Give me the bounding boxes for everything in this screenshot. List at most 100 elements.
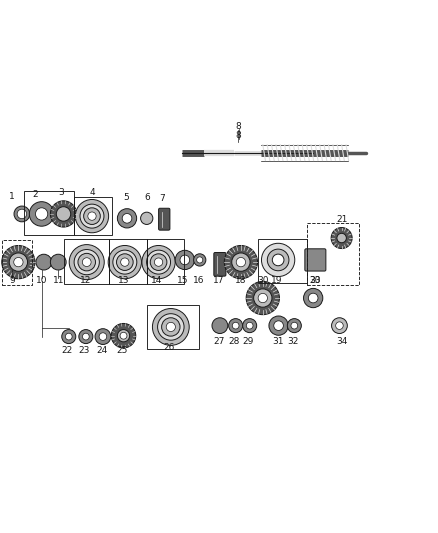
Circle shape: [56, 207, 71, 221]
Circle shape: [50, 254, 66, 270]
Circle shape: [232, 253, 250, 271]
Circle shape: [147, 250, 170, 274]
Text: 13: 13: [118, 276, 130, 285]
Circle shape: [117, 254, 133, 270]
FancyBboxPatch shape: [159, 208, 170, 230]
Text: 4: 4: [89, 189, 95, 197]
Circle shape: [108, 246, 141, 279]
Circle shape: [75, 199, 109, 233]
Circle shape: [84, 208, 100, 224]
Circle shape: [261, 243, 295, 277]
Circle shape: [50, 201, 77, 227]
Circle shape: [82, 258, 91, 266]
Circle shape: [78, 253, 95, 271]
Circle shape: [243, 319, 257, 333]
Text: 20: 20: [310, 276, 321, 285]
Circle shape: [29, 201, 54, 226]
Text: 11: 11: [53, 276, 64, 285]
Circle shape: [120, 258, 129, 266]
Text: 3: 3: [58, 189, 64, 197]
Circle shape: [62, 329, 76, 344]
Text: 1: 1: [9, 192, 15, 201]
Circle shape: [254, 289, 272, 307]
Text: 29: 29: [243, 337, 254, 346]
FancyBboxPatch shape: [305, 249, 326, 271]
Circle shape: [111, 324, 136, 348]
Circle shape: [158, 314, 184, 340]
Circle shape: [80, 204, 104, 228]
Circle shape: [120, 332, 127, 339]
Circle shape: [308, 293, 318, 303]
Text: 19: 19: [271, 276, 283, 285]
Text: 33: 33: [310, 276, 321, 285]
Circle shape: [117, 209, 137, 228]
Bar: [147, 305, 199, 349]
Text: 18: 18: [235, 276, 247, 285]
FancyBboxPatch shape: [214, 253, 226, 276]
Circle shape: [246, 281, 279, 314]
Bar: [24, 191, 74, 235]
Circle shape: [117, 329, 130, 342]
Circle shape: [236, 257, 246, 267]
Text: 28: 28: [229, 337, 240, 346]
Circle shape: [150, 254, 167, 270]
Circle shape: [99, 333, 107, 341]
Circle shape: [267, 249, 289, 271]
Text: 5: 5: [123, 193, 129, 202]
Text: 15: 15: [177, 276, 189, 285]
Text: 30: 30: [257, 276, 268, 285]
Bar: [147, 239, 184, 284]
Text: 14: 14: [151, 276, 162, 285]
Circle shape: [14, 257, 23, 267]
Text: 12: 12: [80, 276, 91, 285]
Circle shape: [162, 318, 180, 336]
Text: 26: 26: [163, 343, 175, 352]
Circle shape: [74, 249, 99, 274]
Bar: [74, 197, 112, 235]
Text: 7: 7: [159, 194, 165, 203]
Text: 27: 27: [213, 337, 224, 346]
Text: 21: 21: [337, 215, 348, 224]
Circle shape: [69, 245, 104, 280]
Bar: [64, 239, 109, 284]
Text: 9: 9: [9, 276, 15, 285]
Circle shape: [336, 322, 343, 329]
Circle shape: [337, 233, 346, 243]
Circle shape: [95, 329, 111, 344]
Text: 8: 8: [235, 122, 241, 131]
Circle shape: [122, 214, 132, 223]
Circle shape: [246, 322, 253, 329]
Circle shape: [269, 316, 288, 335]
Circle shape: [17, 209, 27, 219]
Circle shape: [232, 322, 239, 329]
Bar: [258, 239, 307, 283]
Circle shape: [175, 251, 194, 270]
Text: 25: 25: [116, 346, 127, 355]
Circle shape: [2, 246, 35, 279]
Circle shape: [113, 250, 137, 274]
Circle shape: [142, 246, 175, 279]
Text: 16: 16: [193, 276, 204, 285]
Text: 24: 24: [96, 346, 108, 355]
Circle shape: [229, 319, 243, 333]
Circle shape: [152, 309, 189, 345]
Text: 34: 34: [336, 337, 347, 346]
Circle shape: [272, 254, 284, 266]
Circle shape: [88, 212, 96, 220]
Text: 2: 2: [32, 190, 38, 199]
Circle shape: [291, 322, 298, 329]
Text: 17: 17: [213, 276, 225, 285]
Bar: [307, 223, 359, 285]
Circle shape: [332, 318, 347, 334]
Circle shape: [274, 321, 283, 330]
Bar: [109, 239, 147, 284]
Bar: [2, 240, 32, 285]
Text: 22: 22: [61, 346, 72, 355]
Circle shape: [212, 318, 228, 334]
Circle shape: [166, 322, 175, 332]
Circle shape: [36, 254, 52, 270]
Circle shape: [82, 333, 89, 340]
Circle shape: [287, 319, 301, 333]
Circle shape: [35, 208, 48, 220]
Circle shape: [197, 257, 203, 263]
